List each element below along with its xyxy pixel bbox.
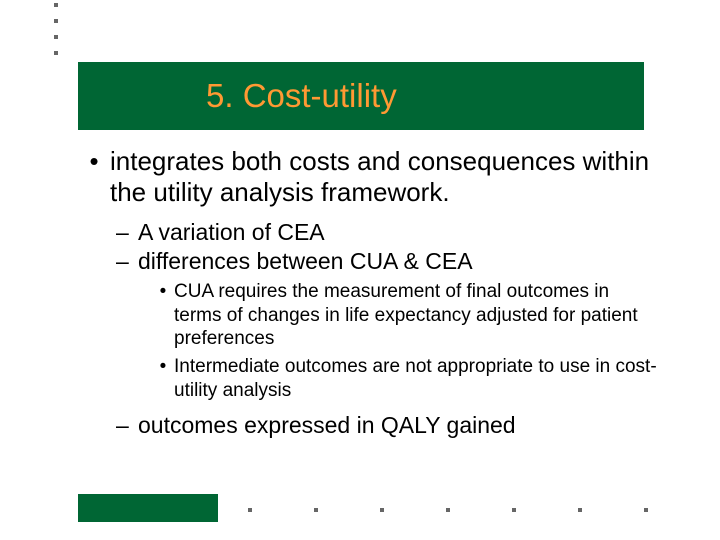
bullet-text: Intermediate outcomes are not appropriat…	[174, 355, 658, 403]
title-bar: 5. Cost-utility	[78, 62, 644, 130]
decorative-dots-top	[54, 3, 58, 55]
bullet-level1: • integrates both costs and consequences…	[78, 146, 658, 208]
bullet-marker: •	[78, 146, 110, 208]
bullet-text: A variation of CEA	[138, 218, 658, 247]
bullet-text: differences between CUA & CEA	[138, 247, 658, 276]
bullet-text: CUA requires the measurement of final ou…	[174, 280, 658, 351]
bullet-marker: –	[116, 218, 138, 247]
bullet-level3: • Intermediate outcomes are not appropri…	[152, 355, 658, 403]
bullet-marker: –	[116, 411, 138, 440]
bullet-level3: • CUA requires the measurement of final …	[152, 280, 658, 351]
bullet-level2: – differences between CUA & CEA	[116, 247, 658, 276]
decorative-dots-bottom	[248, 508, 648, 512]
bullet-text: integrates both costs and consequences w…	[110, 146, 658, 208]
bullet-level2: – A variation of CEA	[116, 218, 658, 247]
decorative-accent-block	[78, 494, 218, 522]
bullet-marker: •	[152, 280, 174, 351]
bullet-marker: –	[116, 247, 138, 276]
slide-content: • integrates both costs and consequences…	[78, 146, 658, 439]
bullet-marker: •	[152, 355, 174, 403]
bullet-text: outcomes expressed in QALY gained	[138, 411, 658, 440]
bullet-level2: – outcomes expressed in QALY gained	[116, 411, 658, 440]
slide-title: 5. Cost-utility	[206, 77, 397, 115]
